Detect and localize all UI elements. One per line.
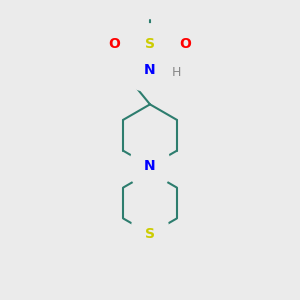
Text: O: O <box>109 37 121 51</box>
Text: H: H <box>172 66 182 80</box>
Text: N: N <box>144 64 156 77</box>
Text: O: O <box>179 37 191 51</box>
Text: S: S <box>145 227 155 241</box>
Text: S: S <box>145 37 155 51</box>
Text: N: N <box>144 159 156 173</box>
